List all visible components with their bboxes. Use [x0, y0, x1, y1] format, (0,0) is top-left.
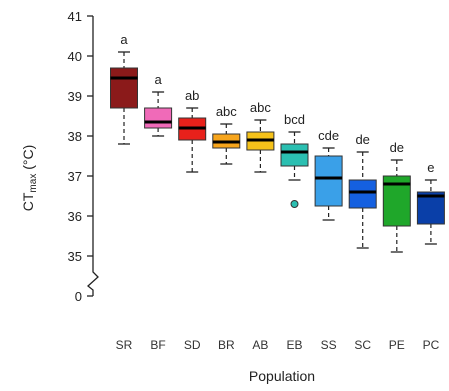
- significance-letter: abc: [216, 104, 237, 119]
- box-group: de PE: [382, 140, 411, 352]
- x-category-label: PC: [423, 338, 440, 352]
- y-tick-label: 41: [68, 9, 82, 24]
- y-axis-title: CTmax (°C): [20, 145, 39, 212]
- y-tick-label: 37: [68, 169, 82, 184]
- axes: 35 36 37 38 39 40 41 0: [68, 9, 99, 304]
- outlier-point: [290, 200, 299, 208]
- significance-letter: bcd: [284, 112, 305, 127]
- plot-area: a SR a BF ab SD abc BR abc AB bcd EB cde SS de SC de PE e P…: [110, 32, 445, 352]
- box-group: abc BR: [212, 104, 241, 352]
- y-tick-label: 40: [68, 49, 82, 64]
- significance-letter: cde: [318, 128, 339, 143]
- y-axis-title-main: CT: [20, 192, 36, 211]
- significance-letter: abc: [250, 100, 271, 115]
- significance-letter: de: [390, 140, 404, 155]
- box-iqr: [314, 155, 343, 207]
- x-axis-title: Population: [249, 368, 315, 384]
- box-group: ab SD: [178, 88, 207, 352]
- x-category-label: SC: [354, 338, 371, 352]
- box-iqr: [348, 179, 377, 209]
- y-axis-title-sub: max: [28, 174, 39, 193]
- x-category-label: AB: [252, 338, 268, 352]
- x-category-label: BR: [218, 338, 235, 352]
- y-axis-break: [86, 264, 99, 296]
- x-category-label: BF: [150, 338, 165, 352]
- box-group: a BF: [144, 72, 173, 352]
- box-group: abc AB: [246, 100, 275, 352]
- box-group: a SR: [110, 32, 138, 352]
- x-category-label: SS: [321, 338, 337, 352]
- x-category-label: SR: [116, 338, 133, 352]
- box-group: cde SS: [314, 128, 343, 352]
- significance-letter: a: [154, 72, 162, 87]
- x-category-label: PE: [389, 338, 405, 352]
- box-group: bcd EB: [280, 112, 309, 352]
- y-tick-label: 36: [68, 209, 82, 224]
- box-group: de SC: [348, 132, 377, 352]
- box-iqr: [144, 107, 173, 129]
- y-tick-label: 0: [75, 289, 82, 304]
- y-tick-label: 39: [68, 89, 82, 104]
- significance-letter: ab: [185, 88, 199, 103]
- y-tick-label: 35: [68, 249, 82, 264]
- y-axis-title-unit: (°C): [20, 145, 36, 174]
- significance-letter: e: [427, 160, 434, 175]
- box-iqr: [280, 143, 309, 167]
- y-tick-label: 38: [68, 129, 82, 144]
- significance-letter: de: [355, 132, 369, 147]
- x-category-label: SD: [184, 338, 201, 352]
- box-iqr: [110, 67, 138, 109]
- significance-letter: a: [120, 32, 128, 47]
- x-category-label: EB: [286, 338, 302, 352]
- box-group: e PC: [416, 160, 445, 352]
